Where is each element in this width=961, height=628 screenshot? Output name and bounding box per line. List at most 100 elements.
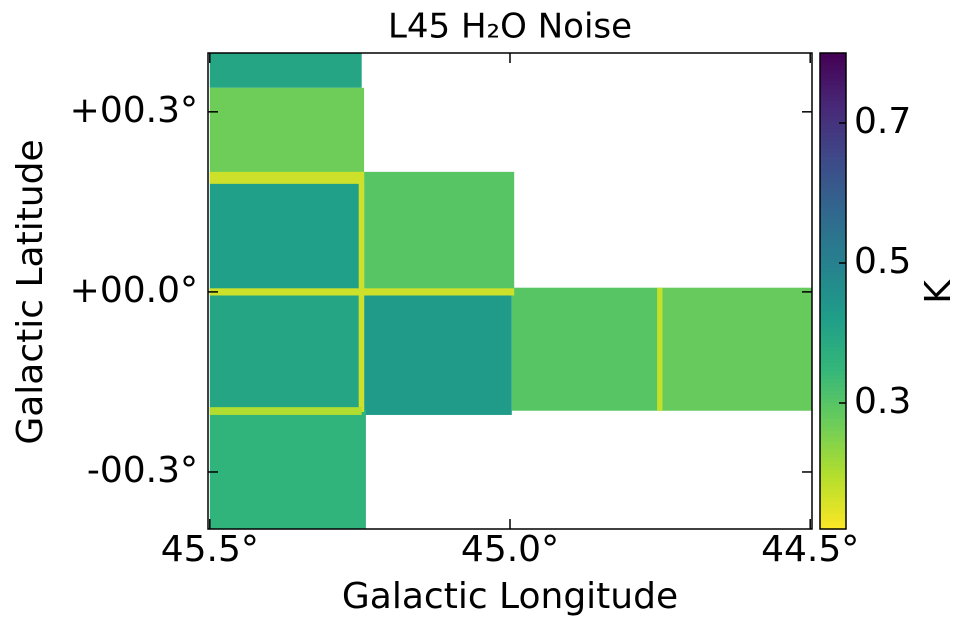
colorbar-step [820,485,846,490]
colorbar-step [820,465,846,471]
colorbar-step [820,120,846,125]
map-tile [660,287,812,411]
colorbar-step [820,275,846,280]
colorbar-step [820,350,846,356]
map-tile [358,171,365,412]
colorbar-step [820,64,846,70]
colorbar-step [820,128,846,133]
colorbar-step [820,306,846,312]
colorbar-step [820,390,846,395]
colorbar-tick-label: 0.5 [854,241,911,282]
map-tile [209,53,362,88]
colorbar-step [820,255,846,260]
x-tick-label: 45.0° [461,529,559,570]
colorbar-step [820,338,846,344]
map-tiles [209,53,812,529]
colorbar-step [820,481,846,486]
colorbar-step [820,298,846,304]
colorbar-step [820,362,846,367]
colorbar-step [820,60,846,66]
colorbar-step [820,195,846,201]
colorbar-step [820,370,846,375]
colorbar-step [820,410,846,415]
colorbar-step [820,211,846,217]
colorbar-step [820,92,846,98]
colorbar-step [820,144,846,149]
y-tick-label: +00.3° [70,90,198,131]
colorbar-step [820,68,846,74]
x-tick-label: 44.5° [761,529,859,570]
colorbar-step [820,104,846,110]
colorbar-step [820,259,846,264]
colorbar-step [820,425,846,431]
colorbar-step [820,235,846,241]
colorbar-tick-label: 0.3 [854,381,911,422]
colorbar-step [820,96,846,102]
colorbar-step [820,231,846,237]
colorbar-step [820,398,846,403]
colorbar-step [820,374,846,379]
colorbar-step [820,291,846,296]
colorbar-step [820,445,846,451]
colorbar-step [820,203,846,209]
colorbar-label: K [918,279,959,304]
colorbar-step [820,326,846,332]
colorbar-step [820,330,846,336]
colorbar-step [820,227,846,233]
colorbar-step [820,322,846,328]
colorbar-step [820,521,846,526]
colorbar-step [820,116,846,122]
y-tick-label: +00.0° [70,270,198,311]
x-axis-label: Galactic Longitude [342,576,678,617]
map-tile [657,287,663,411]
colorbar-step [820,215,846,221]
colorbar-step [820,219,846,225]
colorbar-step [820,100,846,106]
colorbar-step [820,279,846,284]
colorbar-step [820,417,846,423]
map-tile [209,179,360,292]
colorbar: 0.3 0.5 0.7 [819,52,911,530]
colorbar-step [820,473,846,479]
colorbar-step [820,88,846,94]
colorbar-step [820,342,846,348]
y-tick-label: -00.3° [87,450,198,491]
colorbar-step [820,140,846,145]
colorbar-step [820,386,846,391]
colorbar-step [820,112,846,118]
colorbar-step [820,124,846,129]
colorbar-step [820,461,846,467]
colorbar-step [820,191,846,197]
colorbar-step [820,453,846,459]
colorbar-step [820,187,846,193]
colorbar-step [820,457,846,463]
y-axis-label: Galactic Latitude [10,139,51,444]
colorbar-step [820,509,846,514]
colorbar-step [820,429,846,435]
colorbar-step [820,366,846,371]
colorbar-step [820,283,846,288]
colorbar-step [820,449,846,455]
x-tick-label: 45.5° [161,529,259,570]
colorbar-step [820,164,846,169]
colorbar-step [820,247,846,252]
map-tile [364,171,515,292]
colorbar-step [820,394,846,399]
colorbar-step [820,175,846,181]
colorbar-step [820,56,846,62]
colorbar-step [820,437,846,443]
colorbar-step [820,152,846,157]
colorbar-step [820,489,846,494]
map-tile [209,171,363,184]
map-tile [511,287,661,411]
colorbar-step [820,179,846,185]
colorbar-step [820,358,846,363]
colorbar-step [820,148,846,153]
colorbar-step [820,239,846,244]
colorbar-step [820,84,846,90]
colorbar-step [820,183,846,189]
colorbar-step [820,160,846,165]
colorbar-step [820,80,846,86]
map-tile [209,291,362,411]
